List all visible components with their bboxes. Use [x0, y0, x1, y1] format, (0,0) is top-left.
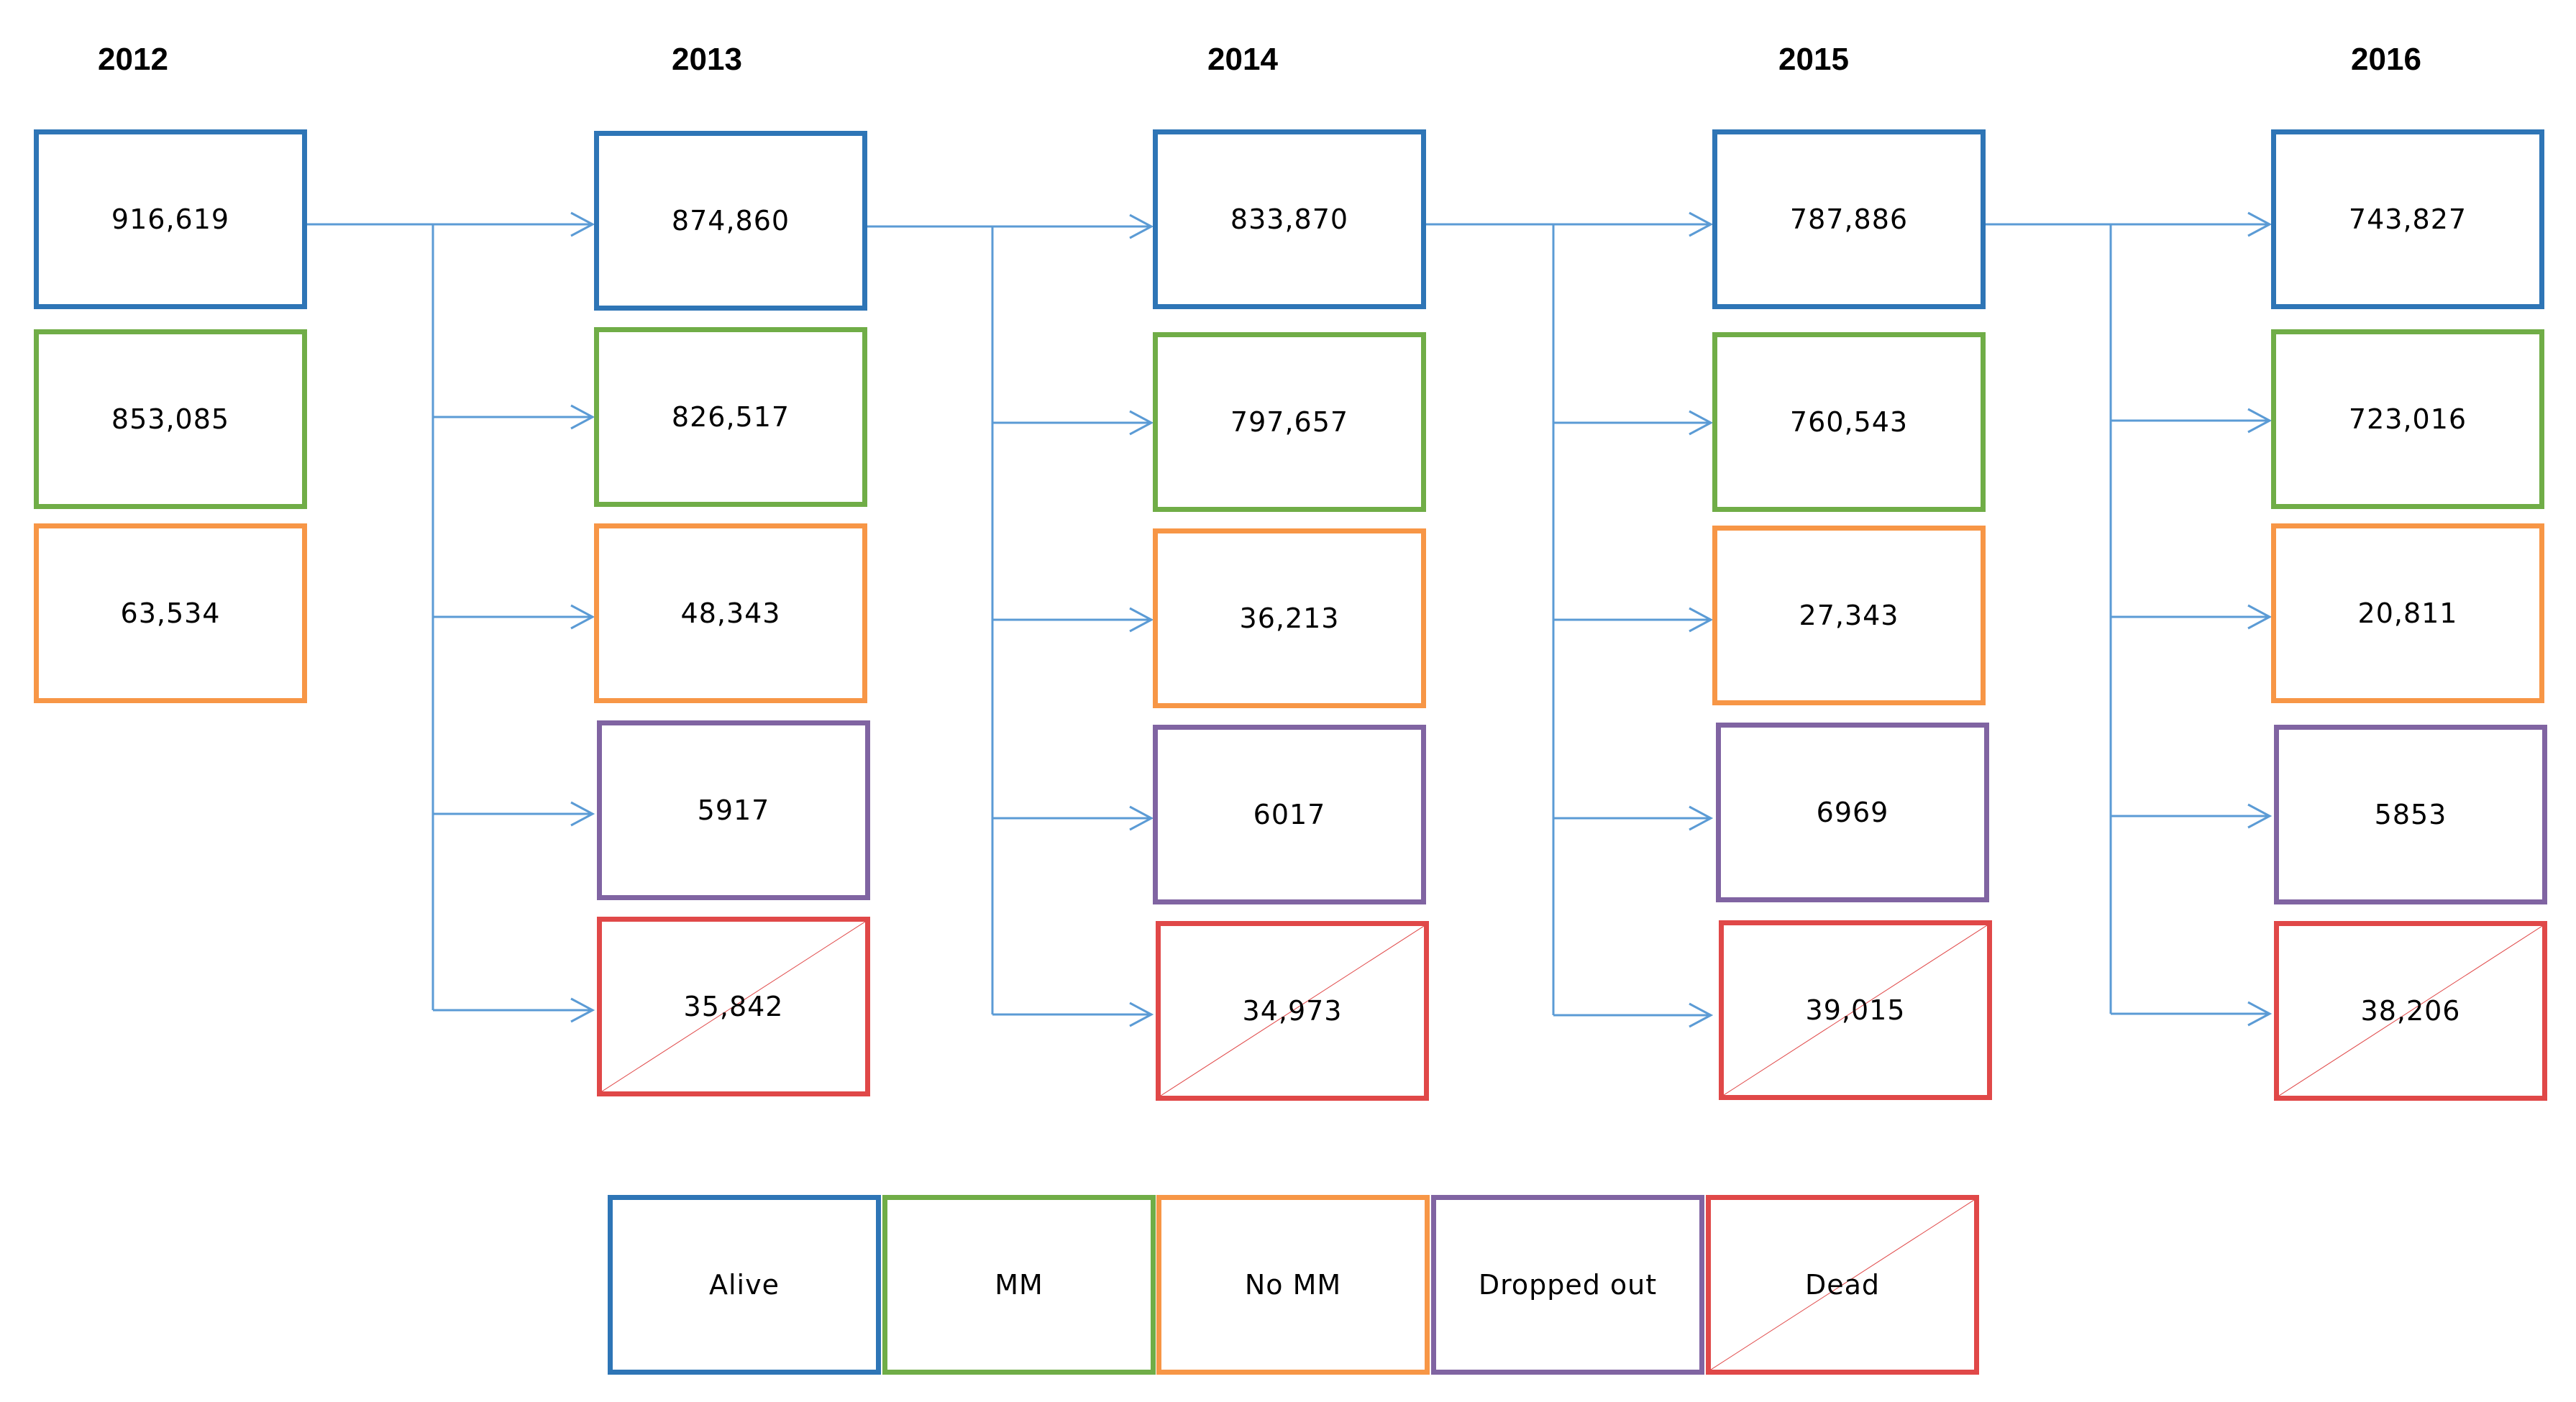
- box-2013-dead: 35,842: [597, 917, 870, 1096]
- legend-no-mm: No MM: [1156, 1195, 1430, 1375]
- arrowhead-icon: [570, 211, 595, 237]
- box-2014-alive: 833,870: [1153, 129, 1426, 309]
- arrowhead-icon: [1689, 607, 1714, 633]
- legend-alive: Alive: [608, 1195, 881, 1375]
- arrowhead-icon: [1689, 1002, 1714, 1028]
- arrowhead-icon: [570, 604, 595, 630]
- box-2013-dropped-out: 5917: [597, 720, 870, 900]
- box-2012-alive: 916,619: [34, 129, 307, 309]
- value-2016-mm: 723,016: [2348, 403, 2467, 435]
- value-2012-no-mm: 63,534: [120, 597, 221, 629]
- arrowhead-icon: [2247, 803, 2273, 829]
- value-2013-dropped-out: 5917: [697, 794, 770, 826]
- legend-no-mm-label: No MM: [1244, 1269, 1342, 1301]
- value-2016-dead: 38,206: [2360, 995, 2461, 1027]
- legend-dropped-out-label: Dropped out: [1478, 1269, 1658, 1301]
- arrowhead-icon: [1689, 805, 1714, 831]
- legend-alive-label: Alive: [709, 1269, 780, 1301]
- arrowhead-icon: [1129, 805, 1154, 831]
- legend-dead-label: Dead: [1804, 1269, 1881, 1301]
- legend-dead: Dead: [1706, 1195, 1979, 1375]
- value-2015-dropped-out: 6969: [1816, 797, 1889, 828]
- value-2013-mm: 826,517: [671, 401, 790, 433]
- arrowhead-icon: [570, 997, 595, 1023]
- value-2016-no-mm: 20,811: [2357, 597, 2458, 629]
- arrowhead-icon: [2247, 604, 2273, 630]
- arrowhead-icon: [570, 404, 595, 430]
- box-2013-no-mm: 48,343: [594, 523, 867, 703]
- box-2016-alive: 743,827: [2271, 129, 2544, 309]
- arrowhead-icon: [1689, 410, 1714, 436]
- year-2015-label: 2015: [1778, 42, 1849, 77]
- year-2012-label: 2012: [98, 42, 168, 77]
- value-2014-mm: 797,657: [1230, 406, 1349, 438]
- box-2014-dead: 34,973: [1156, 921, 1429, 1101]
- arrowhead-icon: [1129, 214, 1154, 239]
- arrowhead-icon: [1129, 410, 1154, 436]
- year-2013-label: 2013: [672, 42, 742, 77]
- value-2016-dropped-out: 5853: [2374, 799, 2447, 830]
- box-2016-no-mm: 20,811: [2271, 523, 2544, 703]
- dead-slash-mark: [1724, 925, 1987, 1095]
- dead-slash-mark: [2279, 926, 2542, 1096]
- arrowhead-icon: [2247, 1001, 2273, 1027]
- arrowhead-icon: [1689, 211, 1714, 237]
- legend-mm: MM: [882, 1195, 1156, 1375]
- box-2013-alive: 874,860: [594, 131, 867, 311]
- box-2013-mm: 826,517: [594, 327, 867, 507]
- box-2015-dead: 39,015: [1719, 920, 1992, 1100]
- arrowhead-icon: [2247, 408, 2273, 434]
- arrowhead-icon: [1129, 1002, 1154, 1027]
- dead-slash-mark: [1161, 926, 1424, 1096]
- box-2016-dropped-out: 5853: [2274, 725, 2547, 904]
- box-2014-dropped-out: 6017: [1153, 725, 1426, 904]
- value-2014-dead: 34,973: [1242, 995, 1343, 1027]
- box-2016-mm: 723,016: [2271, 329, 2544, 509]
- box-2012-mm: 853,085: [34, 329, 307, 509]
- value-2015-mm: 760,543: [1789, 406, 1909, 438]
- year-2014-label: 2014: [1207, 42, 1278, 77]
- legend-dropped-out: Dropped out: [1431, 1195, 1704, 1375]
- value-2012-alive: 916,619: [111, 203, 230, 235]
- value-2014-dropped-out: 6017: [1253, 799, 1326, 830]
- value-2015-no-mm: 27,343: [1799, 600, 1899, 631]
- dead-slash-mark: [1711, 1200, 1974, 1370]
- box-2015-mm: 760,543: [1712, 332, 1986, 512]
- year-2016-label: 2016: [2351, 42, 2421, 77]
- arrowhead-icon: [1129, 607, 1154, 633]
- value-2013-alive: 874,860: [671, 205, 790, 237]
- box-2015-no-mm: 27,343: [1712, 526, 1986, 705]
- legend-mm-label: MM: [995, 1269, 1043, 1301]
- box-2012-no-mm: 63,534: [34, 523, 307, 703]
- arrowhead-icon: [570, 801, 595, 827]
- value-2015-dead: 39,015: [1805, 994, 1906, 1026]
- box-2014-no-mm: 36,213: [1153, 528, 1426, 708]
- value-2014-alive: 833,870: [1230, 203, 1349, 235]
- box-2014-mm: 797,657: [1153, 332, 1426, 512]
- value-2013-dead: 35,842: [683, 991, 784, 1022]
- box-2015-alive: 787,886: [1712, 129, 1986, 309]
- box-2015-dropped-out: 6969: [1716, 723, 1989, 902]
- arrowhead-icon: [2247, 211, 2273, 237]
- value-2016-alive: 743,827: [2348, 203, 2467, 235]
- box-2016-dead: 38,206: [2274, 921, 2547, 1101]
- value-2015-alive: 787,886: [1789, 203, 1909, 235]
- value-2014-no-mm: 36,213: [1239, 603, 1340, 634]
- value-2013-no-mm: 48,343: [680, 597, 781, 629]
- value-2012-mm: 853,085: [111, 403, 230, 435]
- dead-slash-mark: [602, 922, 865, 1091]
